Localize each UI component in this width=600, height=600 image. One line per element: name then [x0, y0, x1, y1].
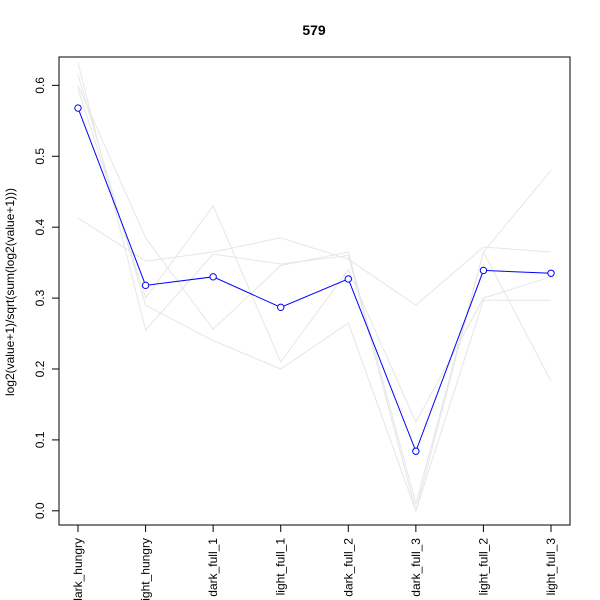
- x-tick-label: light_full_2: [476, 538, 490, 596]
- y-tick-label: 0.2: [33, 360, 47, 377]
- y-tick-label: 0.3: [33, 289, 47, 306]
- background-series-line: [77, 85, 552, 506]
- chart-title: 579: [302, 22, 326, 38]
- highlight-point: [344, 275, 352, 283]
- x-tick-label: light_hungry: [139, 538, 153, 600]
- background-series-line: [77, 217, 552, 306]
- y-tick-label: 0.1: [33, 431, 47, 448]
- y-tick-label: 0.6: [33, 77, 47, 94]
- highlight-point: [74, 104, 82, 112]
- x-tick-label: dark_full_1: [206, 538, 220, 597]
- highlight-point: [277, 303, 285, 312]
- x-tick-label: dark_hungry: [71, 538, 85, 600]
- highlight-point: [412, 447, 420, 455]
- highlight-series-line: [77, 107, 552, 453]
- background-series-line: [77, 88, 552, 424]
- y-tick-label: 0.5: [33, 148, 47, 165]
- y-axis: 0.0 0.1 0.2 0.3 0.4 0.5 0.6: [33, 77, 60, 519]
- x-tick-label: light_full_1: [274, 538, 288, 596]
- y-tick-label: 0.4: [33, 219, 47, 236]
- x-tick-label: dark_full_3: [409, 538, 423, 597]
- highlight-series-group: [74, 104, 555, 455]
- y-tick-label: 0.0: [33, 502, 47, 519]
- background-series-group: [77, 62, 552, 513]
- x-tick-label: light_full_3: [544, 538, 558, 596]
- x-tick-label: dark_full_2: [341, 538, 355, 597]
- highlight-point: [209, 273, 217, 281]
- highlight-point: [479, 266, 488, 275]
- highlight-point: [547, 269, 555, 277]
- background-series-line: [77, 74, 552, 513]
- background-series-line: [77, 62, 551, 513]
- y-axis-label: log2(value+1)/sqrt(sum(log2(value+1))): [3, 188, 17, 396]
- x-axis: dark_hungry light_hungry dark_full_1 light_…: [71, 524, 558, 600]
- highlight-point: [141, 281, 150, 290]
